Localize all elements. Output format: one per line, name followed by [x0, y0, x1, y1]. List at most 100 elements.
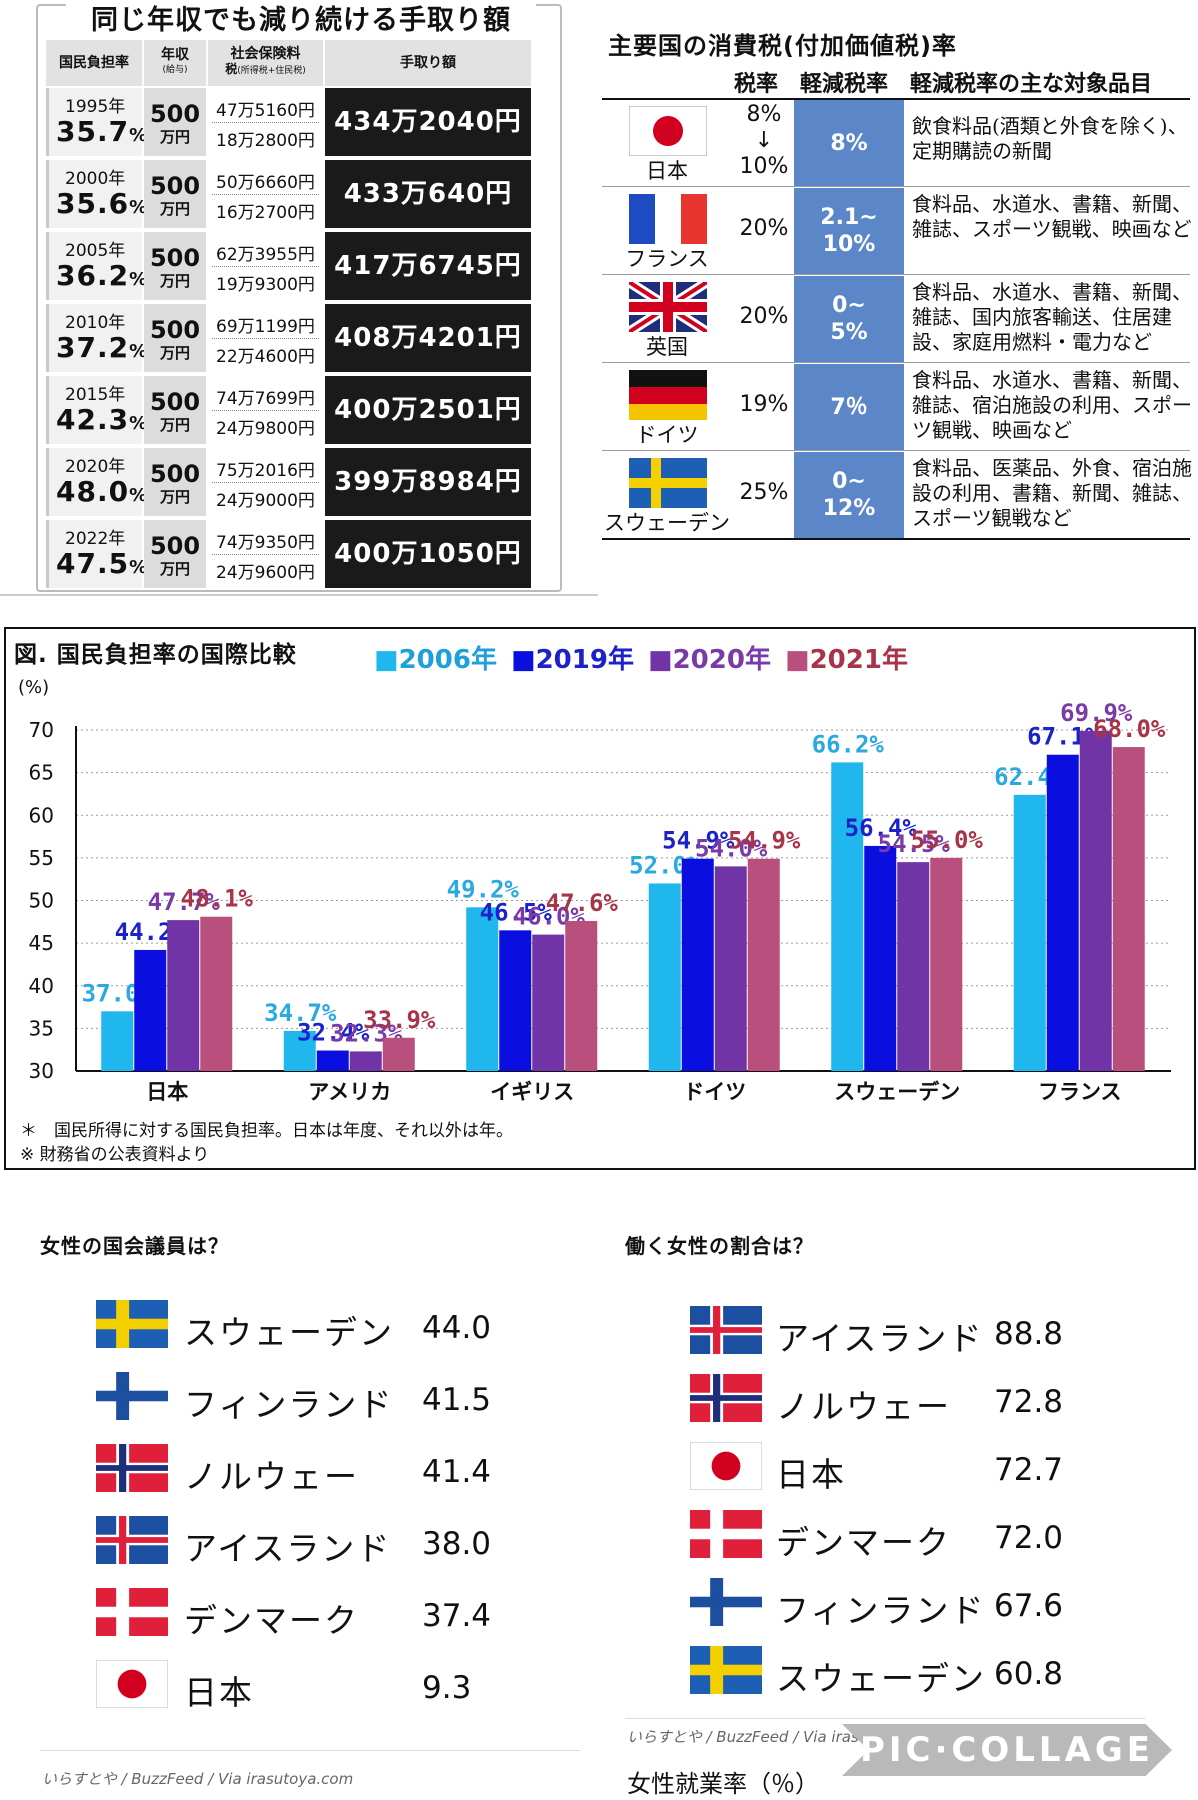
data-label: 47.7%: [148, 888, 221, 916]
row-rate: 35.6%: [56, 187, 148, 220]
row-rate: 36.2%: [56, 259, 148, 292]
row-income: 500: [149, 172, 201, 200]
vat-items: 食料品、水道水、書籍、新聞、雑誌、スポーツ観戦、映画など: [912, 192, 1192, 241]
x-category-label: スウェーデン: [834, 1080, 960, 1104]
row-tax: 16万2700円: [216, 203, 315, 223]
row-income: 500: [149, 532, 201, 560]
vat-reduced: 8%: [794, 100, 904, 186]
sweden-flag-icon: [629, 458, 707, 508]
country-name: スウェーデン: [776, 1659, 986, 1698]
country-value: 88.8: [994, 1316, 1064, 1352]
row-income-unit: 万円: [159, 128, 190, 146]
bar: [200, 916, 233, 1071]
data-label: 54.9%: [662, 827, 735, 855]
takehome-row: 2022年 47.5% 500 万円 74万9350円 24万9600円 400万10…: [46, 520, 551, 588]
vat-rate: 8%: [746, 102, 782, 127]
country-value: 72.8: [994, 1384, 1064, 1420]
vat-country: ドイツ: [635, 423, 699, 447]
divider: [40, 1750, 580, 1751]
vat-header-reduced: 軽減税率: [800, 72, 889, 97]
dotted-divider: [212, 266, 319, 267]
country-name: スウェーデン: [184, 1313, 394, 1352]
social-cell: 74万7699円 24万9800円: [208, 376, 323, 444]
y-tick-label: 40: [29, 974, 54, 998]
bar: [1046, 754, 1079, 1071]
data-label: 49.2%: [447, 875, 520, 903]
sweden-flag-icon: [96, 1300, 168, 1348]
vat-rate: 20%: [739, 216, 789, 241]
vat-header-items: 軽減税率の主な対象品目: [910, 72, 1153, 97]
row-net: 400万1050円: [325, 520, 531, 588]
bar: [897, 862, 930, 1071]
row-social: 62万3955円: [216, 245, 315, 265]
row-rate-pct: %: [129, 125, 149, 146]
social-cell: 69万1199円 22万4600円: [208, 304, 323, 372]
header-social-sub2: (所得税+住民税): [237, 66, 306, 76]
vat-row-japan: 日本 8% ↓ 10% 8% 飲食料品(酒類と外食を除く)、定期購読の新聞: [602, 100, 1190, 187]
bar: [747, 858, 780, 1071]
data-label: 54.5%: [878, 830, 951, 858]
data-label: 47.6%: [546, 889, 619, 917]
row-rate-value: 35.7: [56, 115, 130, 148]
row-net: 399万8984円: [325, 448, 531, 516]
vat-items: 食料品、医薬品、外食、宿泊施設の利用、書籍、新聞、雑誌、スポーツ観戦など: [912, 456, 1192, 530]
income-cell: 500 万円: [144, 160, 206, 228]
row-rate-pct: %: [129, 341, 149, 362]
row-rate: 48.0%: [56, 475, 148, 508]
vat-reduced: 7％: [794, 364, 904, 450]
pic-collage-watermark: PIC·COLLAGE: [842, 1724, 1172, 1776]
country-value: 41.5: [422, 1382, 492, 1418]
japan-flag-icon: [629, 106, 707, 156]
country-name: アイスランド: [184, 1529, 392, 1568]
social-cell: 74万9350円 24万9600円: [208, 520, 323, 588]
x-category-label: ドイツ: [683, 1080, 746, 1104]
dotted-divider: [212, 482, 319, 483]
legend-label: 2021年: [809, 645, 908, 675]
row-year: 2022年: [65, 529, 126, 549]
row-social: 50万6660円: [216, 173, 315, 193]
bar: [283, 1030, 316, 1071]
germany-flag-icon: [629, 370, 707, 420]
vat-items: 飲食料品(酒類と外食を除く)、定期購読の新聞: [912, 114, 1188, 163]
vat-rate: 19%: [739, 392, 789, 417]
vat-reduced-max: 5%: [830, 320, 868, 345]
country-name: デンマーク: [776, 1523, 951, 1562]
y-tick-label: 45: [29, 931, 54, 955]
vat-rate: 25%: [739, 480, 789, 505]
dotted-divider: [212, 194, 319, 195]
row-social: 75万2016円: [216, 461, 315, 481]
vat-reduced-cell: 0~ 5%: [794, 276, 904, 362]
row-tax: 24万9600円: [216, 563, 315, 583]
data-label: 55.0%: [911, 826, 984, 854]
france-flag-icon: [629, 194, 707, 244]
legend-item-2021: ■2021年: [785, 639, 908, 676]
bar: [1013, 794, 1046, 1071]
data-label: 46.5%: [480, 898, 553, 926]
row-rate-value: 36.2: [56, 259, 130, 292]
bar: [101, 1011, 134, 1071]
row-income: 500: [149, 388, 201, 416]
vat-reduced: 0~: [832, 293, 866, 318]
takehome-title: 同じ年収でも減り続ける手取り額: [66, 4, 536, 36]
x-category-label: フランス: [1038, 1080, 1122, 1104]
vat-title: 主要国の消費税(付加価値税)率: [608, 32, 957, 60]
country-value: 60.8: [994, 1656, 1064, 1692]
data-label: 48.1%: [181, 885, 254, 913]
vat-top-rule: [602, 98, 1190, 100]
women-work-footer: 女性就業率（％）: [627, 1770, 819, 1798]
y-tick-label: 65: [29, 761, 54, 785]
country-name: フィンランド: [776, 1591, 986, 1630]
row-income: 500: [149, 460, 201, 488]
country-value: 38.0: [422, 1526, 492, 1562]
bar: [134, 949, 167, 1071]
bar: [864, 845, 897, 1071]
bar: [681, 858, 714, 1071]
list-item: デンマーク 72.0: [690, 1510, 1114, 1566]
row-income-unit: 万円: [159, 272, 190, 290]
row-social: 69万1199円: [216, 317, 315, 337]
chart-title: 図. 国民負担率の国際比較: [14, 642, 297, 668]
iceland-flag-icon: [96, 1516, 168, 1564]
vat-items: 食料品、水道水、書籍、新聞、雑誌、宿泊施設の利用、スポーツ観戦、映画など: [912, 368, 1192, 442]
row-rate-value: 48.0: [56, 475, 130, 508]
row-rate-pct: %: [129, 485, 149, 506]
